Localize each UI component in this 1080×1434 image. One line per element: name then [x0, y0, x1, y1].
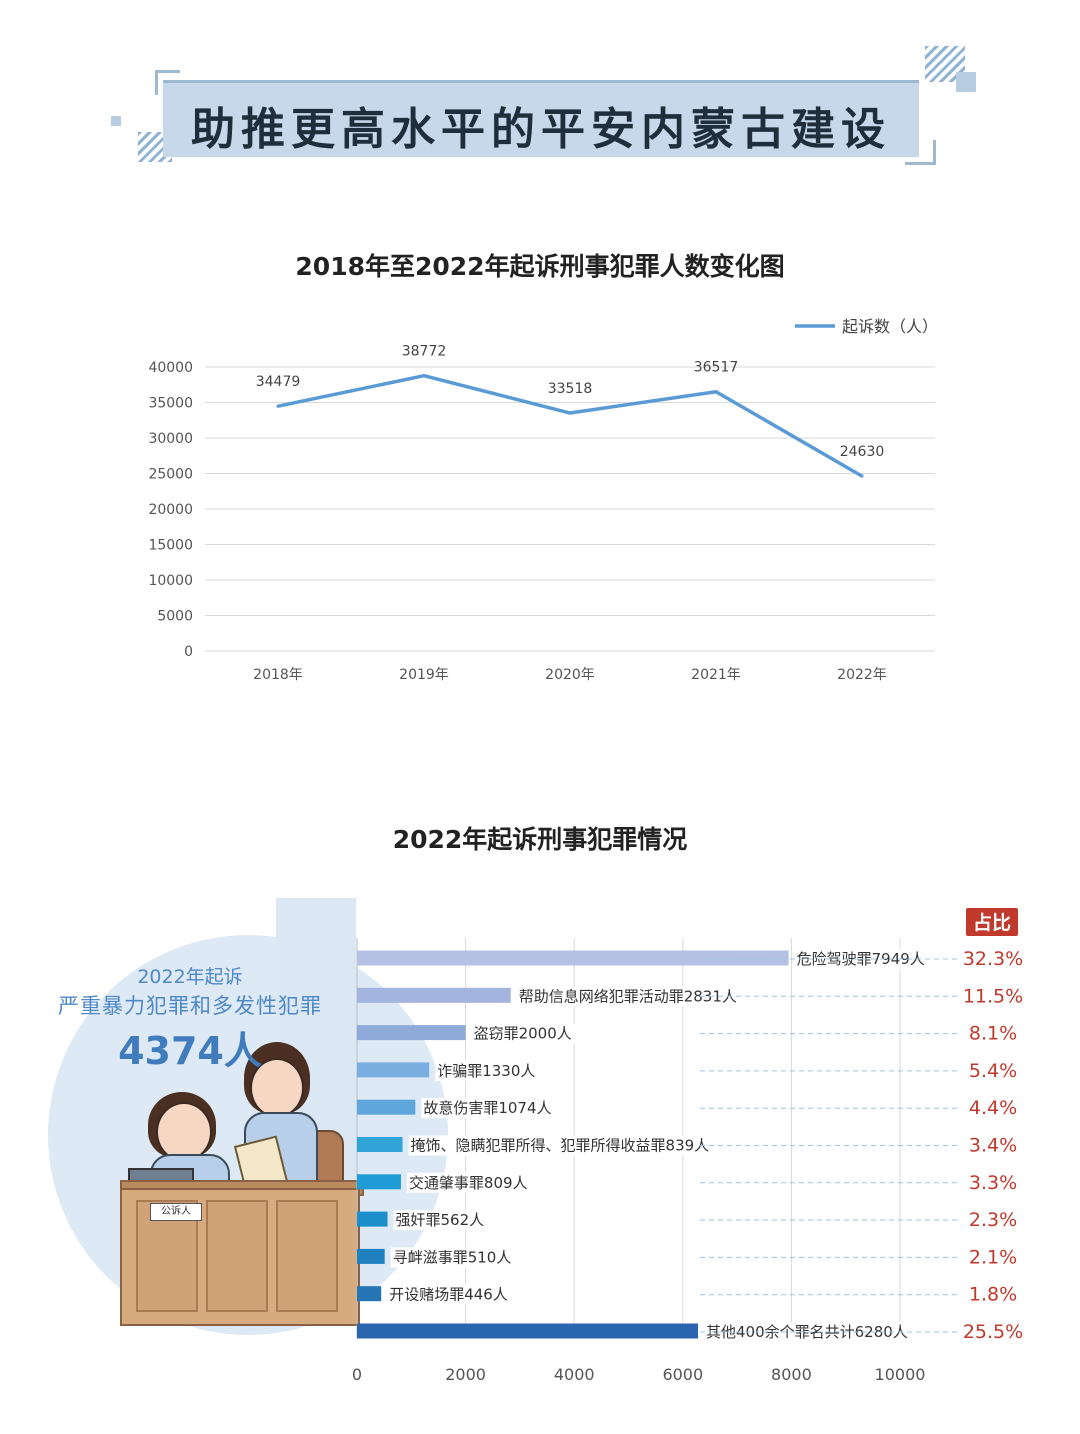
bar — [357, 987, 511, 1003]
bar — [357, 1137, 403, 1152]
bar — [357, 950, 789, 966]
y-tick-label: 5000 — [157, 609, 193, 625]
x-tick-label: 8000 — [771, 1365, 812, 1384]
bar — [357, 1323, 699, 1339]
bar-label: 寻衅滋事罪510人 — [393, 1248, 512, 1266]
head-illustration — [250, 1058, 304, 1118]
bar-label-backing — [421, 1098, 556, 1119]
data-label: 24630 — [840, 444, 885, 460]
data-label: 34479 — [256, 374, 301, 390]
bar — [357, 1248, 385, 1264]
x-tick-label: 2022年 — [837, 667, 887, 683]
x-tick-label: 2019年 — [399, 667, 449, 683]
bar-label-backing — [390, 1247, 516, 1268]
percent-label: 5.4% — [969, 1060, 1017, 1082]
y-tick-label: 10000 — [148, 573, 193, 589]
banner-frame-corner — [155, 70, 180, 95]
data-point — [422, 374, 426, 378]
bar-label-backing — [393, 1210, 489, 1231]
bar — [357, 1211, 388, 1227]
percent-header: 占比 — [973, 911, 1011, 934]
bar-label-backing — [406, 1172, 532, 1193]
y-tick-label: 40000 — [148, 360, 193, 376]
data-point — [860, 474, 864, 478]
percent-label: 32.3% — [963, 948, 1023, 970]
percent-label: 2.1% — [969, 1246, 1017, 1268]
line-chart: 0 5000 10000 15000 20000 25000 30000 35000 40000… — [148, 317, 938, 683]
banner-square-deco — [956, 72, 976, 92]
bar-label-backing — [387, 1284, 512, 1305]
percent-label: 2.3% — [969, 1209, 1017, 1231]
banner: 助推更高水平的平安内蒙古建设 — [0, 0, 1080, 200]
bar-label-backing — [435, 1060, 540, 1081]
percent-label: 11.5% — [963, 985, 1023, 1007]
percent-label: 8.1% — [969, 1023, 1017, 1045]
x-tick-label: 10000 — [875, 1365, 926, 1384]
data-label: 33518 — [548, 381, 593, 397]
y-tick-label: 30000 — [148, 431, 193, 447]
bar-label: 危险驾驶罪7949人 — [797, 950, 925, 968]
data-point — [714, 390, 718, 394]
bar-chart-title: 2022年起诉刑事犯罪情况 — [392, 825, 688, 854]
legend-label: 起诉数（人） — [842, 317, 938, 336]
bar — [357, 1099, 416, 1115]
data-point — [568, 411, 572, 415]
y-tick-label: 25000 — [148, 467, 193, 483]
bar-label-backing — [516, 986, 741, 1007]
banner-title: 助推更高水平的平安内蒙古建设 — [191, 104, 891, 155]
percent-label: 1.8% — [969, 1284, 1017, 1306]
data-label: 38772 — [402, 344, 447, 360]
x-tick-label: 6000 — [662, 1365, 703, 1384]
nameplate: 公诉人 — [150, 1203, 202, 1221]
bar-label: 强奸罪562人 — [396, 1211, 485, 1229]
bar-label-backing — [408, 1135, 714, 1156]
percent-label: 3.4% — [969, 1135, 1017, 1157]
head-illustration — [156, 1102, 212, 1162]
data-point — [276, 404, 280, 408]
data-label: 36517 — [694, 360, 739, 376]
bar — [357, 1174, 401, 1190]
banner-box: 助推更高水平的平安内蒙古建设 — [163, 80, 919, 157]
percent-header-badge — [966, 908, 1018, 936]
banner-frame-corner — [905, 140, 936, 165]
desk-panel — [206, 1200, 268, 1312]
bar-label: 掩饰、隐瞒犯罪所得、犯罪所得收益罪839人 — [411, 1137, 710, 1155]
y-tick-label: 35000 — [148, 396, 193, 412]
bar-label-backing — [471, 1023, 576, 1044]
desk-panel — [276, 1200, 338, 1312]
x-tick-label: 4000 — [554, 1365, 595, 1384]
banner-square-deco — [111, 116, 121, 126]
bar — [357, 1286, 382, 1302]
bar-label: 交通肇事罪809人 — [409, 1174, 528, 1192]
bar-label-backing — [794, 949, 929, 969]
panel-year-text: 2022年起诉 — [137, 966, 243, 988]
bar — [357, 1025, 466, 1041]
percent-label: 4.4% — [969, 1097, 1017, 1119]
bar-label-backing — [704, 1322, 912, 1342]
bar-label: 诈骗罪1330人 — [437, 1062, 535, 1080]
panel-count-text: 4374人 — [118, 1029, 262, 1073]
bar — [357, 1062, 430, 1078]
x-tick-label: 2021年 — [691, 667, 741, 683]
y-tick-label: 15000 — [148, 538, 193, 554]
panel-desc-text: 严重暴力犯罪和多发性犯罪 — [58, 994, 322, 1018]
bar-label: 帮助信息网络犯罪活动罪2831人 — [519, 987, 737, 1005]
percent-label: 25.5% — [963, 1321, 1023, 1343]
x-tick-label: 0 — [352, 1365, 362, 1384]
x-tick-label: 2020年 — [545, 667, 595, 683]
x-tick-label: 2000 — [445, 1365, 486, 1384]
bar-label: 盗窃罪2000人 — [474, 1025, 572, 1043]
y-tick-label: 0 — [184, 644, 193, 660]
bar-label: 故意伤害罪1074人 — [423, 1099, 551, 1117]
x-tick-label: 2018年 — [253, 667, 303, 683]
percent-label: 3.3% — [969, 1172, 1017, 1194]
bar-label: 开设赌场罪446人 — [389, 1286, 508, 1304]
line-chart-title: 2018年至2022年起诉刑事犯罪人数变化图 — [295, 252, 785, 281]
y-tick-label: 20000 — [148, 502, 193, 518]
bar-label: 其他400余个罪名共计6280人 — [706, 1323, 908, 1341]
